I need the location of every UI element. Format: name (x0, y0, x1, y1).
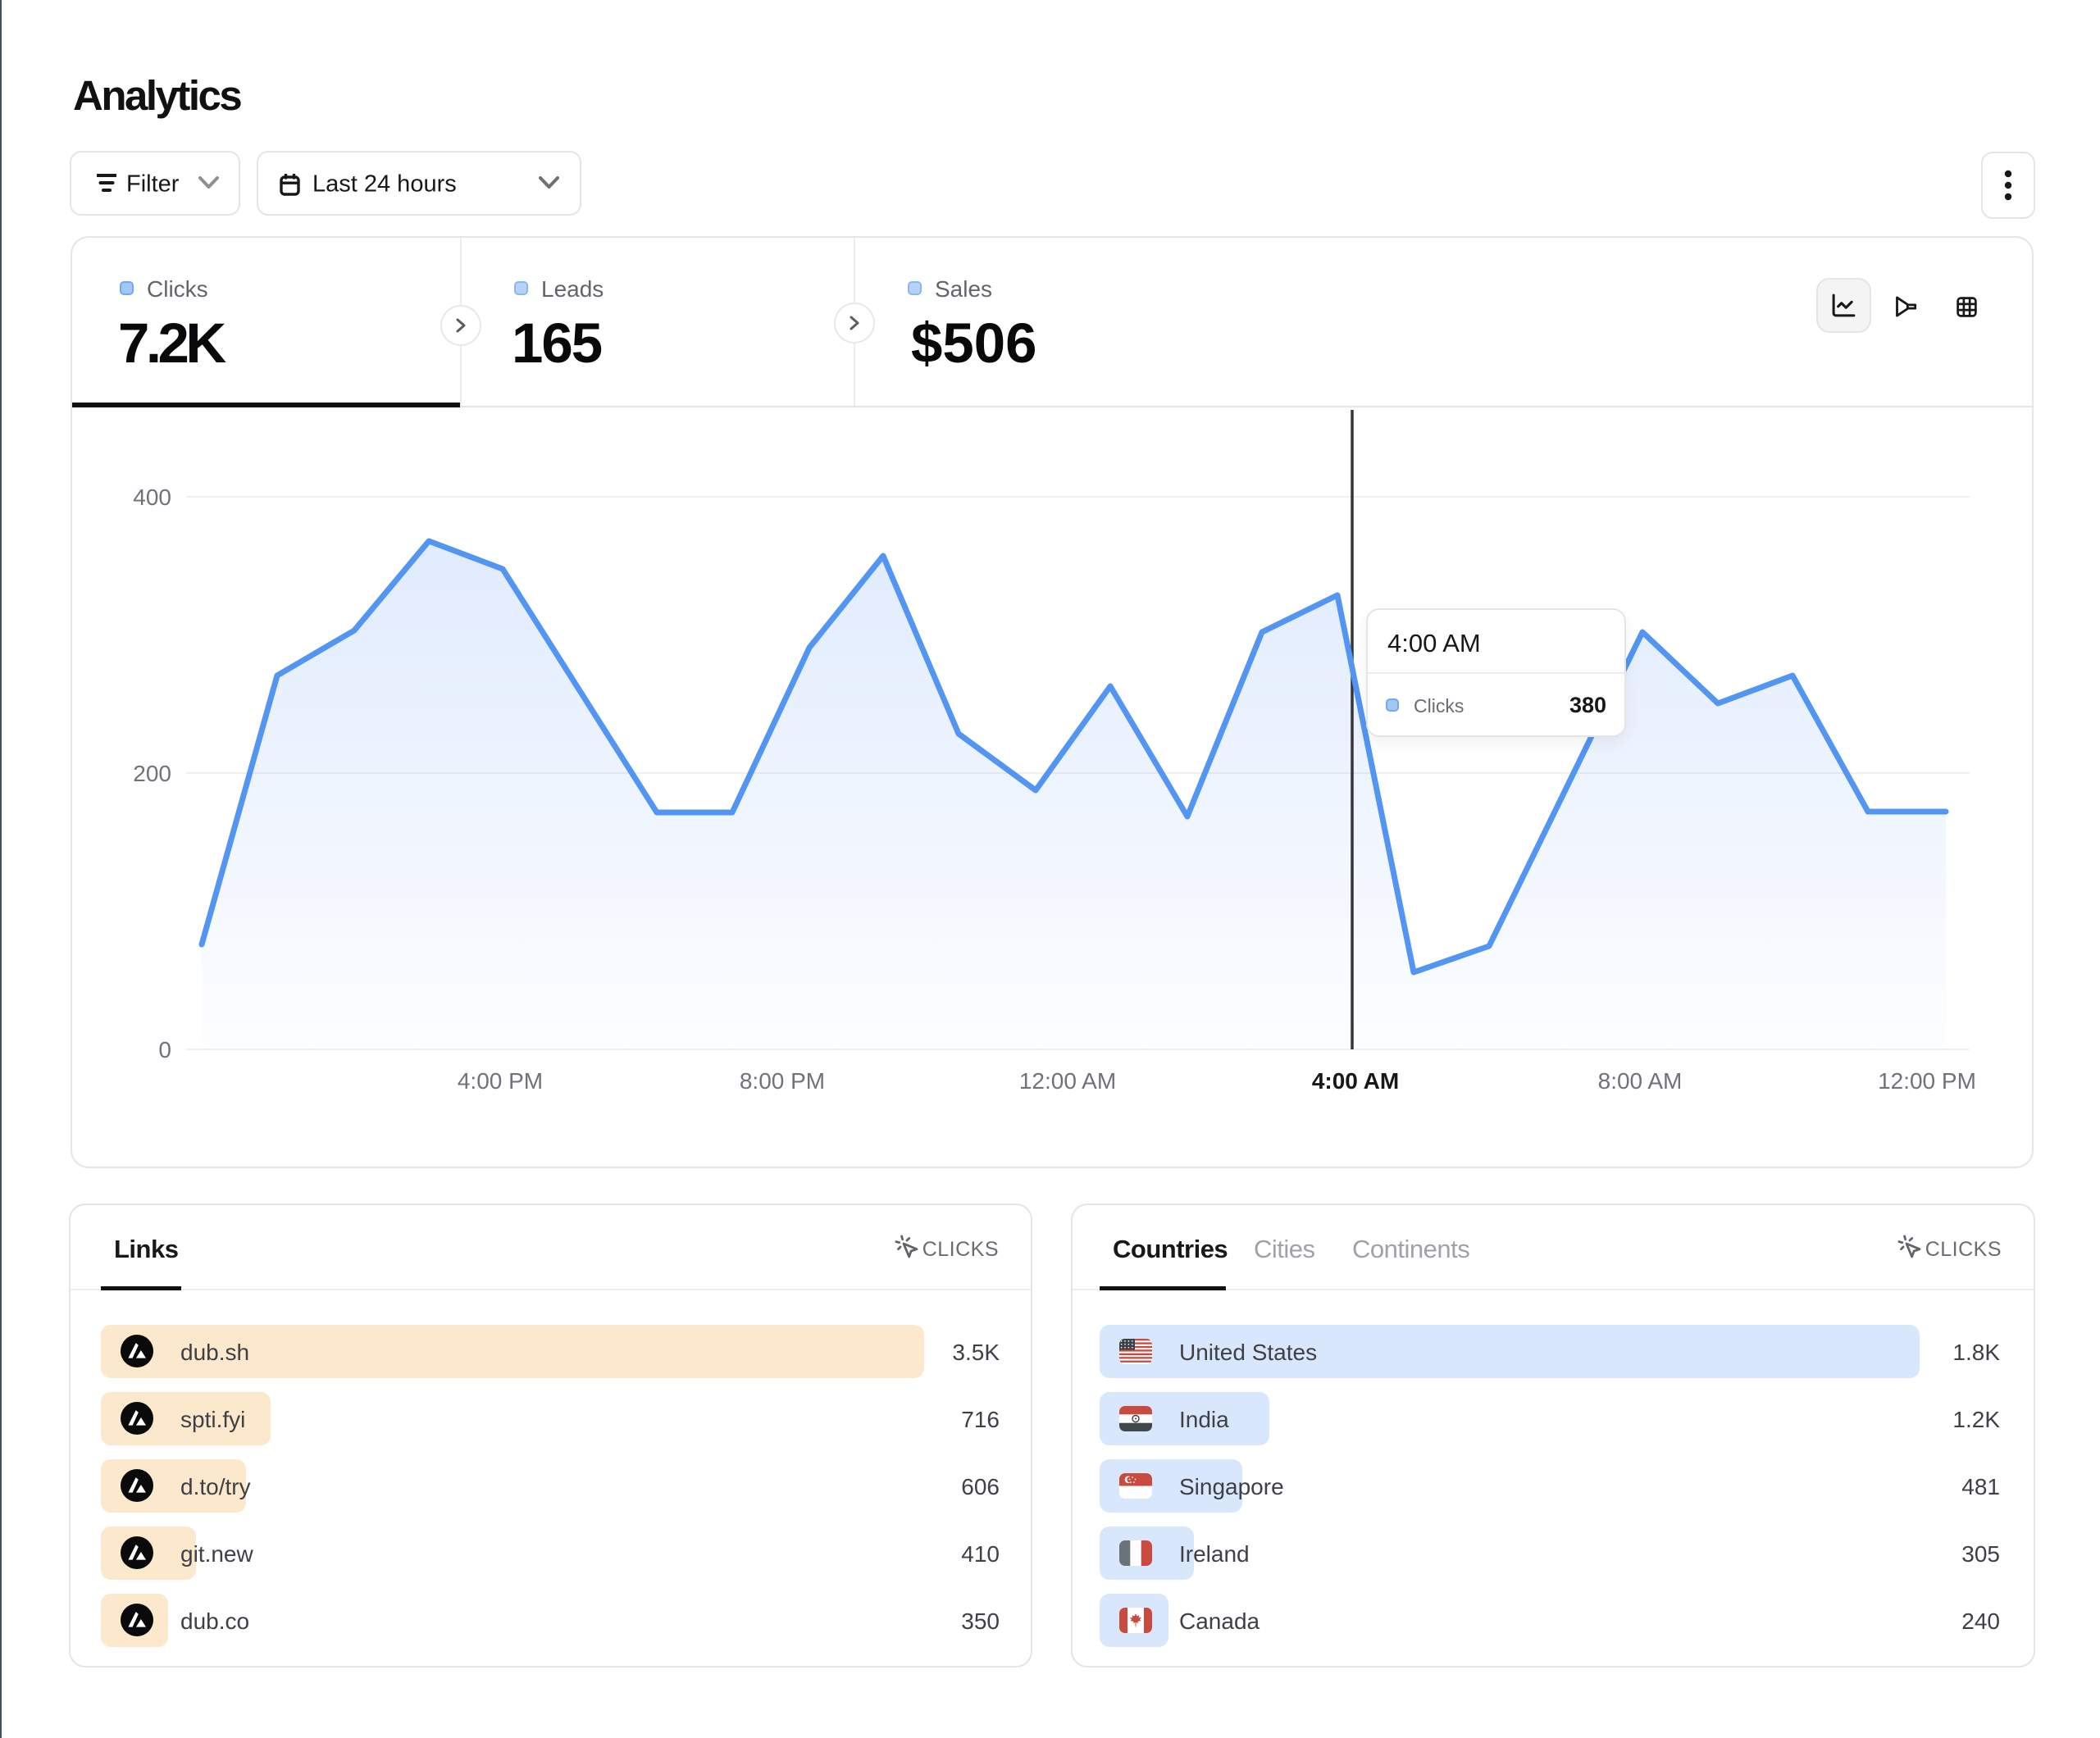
svg-text:12:00 PM: 12:00 PM (1878, 1068, 1976, 1094)
svg-text:8:00 PM: 8:00 PM (740, 1068, 825, 1094)
svg-text:4:00 AM: 4:00 AM (1312, 1068, 1399, 1094)
svg-text:200: 200 (133, 761, 171, 786)
svg-text:0: 0 (158, 1037, 171, 1062)
svg-text:8:00 AM: 8:00 AM (1598, 1068, 1683, 1094)
svg-text:12:00 AM: 12:00 AM (1019, 1068, 1116, 1094)
svg-text:4:00 PM: 4:00 PM (458, 1068, 543, 1094)
svg-text:400: 400 (133, 485, 171, 510)
